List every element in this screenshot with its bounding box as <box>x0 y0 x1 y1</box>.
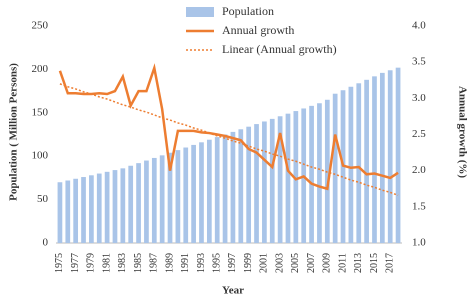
bar <box>317 103 322 243</box>
bar <box>191 144 196 243</box>
y2-tick-label: 4.0 <box>412 20 426 32</box>
bar <box>364 79 369 243</box>
x-tick-label: 1991 <box>180 253 191 273</box>
growth-line <box>58 63 399 191</box>
bar <box>269 118 275 243</box>
x-tick-label: 2013 <box>353 253 364 273</box>
bar <box>262 121 267 243</box>
bar <box>112 170 118 243</box>
bar <box>372 76 377 244</box>
bar <box>254 124 259 243</box>
bar <box>206 139 212 243</box>
y-tick-label: 200 <box>32 63 49 75</box>
y2-tick-label: 3.0 <box>412 92 426 104</box>
y2-axis-title: Annual growth (%) <box>456 86 468 178</box>
x-tick-label: 1987 <box>149 253 160 273</box>
bar <box>104 171 110 243</box>
legend-label: Population <box>222 4 274 18</box>
bar <box>136 163 141 243</box>
bar <box>183 147 189 243</box>
bar <box>277 116 283 243</box>
bar <box>356 83 362 244</box>
bar <box>57 182 63 243</box>
bar <box>348 86 354 243</box>
x-tick-label: 2009 <box>322 253 333 273</box>
y-tick-label: 0 <box>43 237 49 249</box>
x-tick-label: 2015 <box>369 253 380 273</box>
y2-tick-label: 1.5 <box>412 200 426 212</box>
bar <box>387 70 393 243</box>
y2-tick-label: 2.0 <box>412 164 426 176</box>
x-tick-label: 1993 <box>196 253 207 273</box>
bar <box>238 129 244 243</box>
x-tick-label: 1989 <box>164 253 175 273</box>
bar <box>81 177 86 243</box>
bar <box>151 157 157 243</box>
bar <box>379 72 385 243</box>
x-tick-label: 1979 <box>86 253 97 273</box>
x-tick-label: 1985 <box>133 253 144 273</box>
bar <box>73 178 79 243</box>
bar <box>214 137 220 243</box>
x-tick-label: 2005 <box>290 253 301 273</box>
x-axis-title: Year <box>222 285 244 297</box>
bar <box>230 131 236 243</box>
bar <box>395 67 401 243</box>
trend-line <box>59 83 399 196</box>
y-tick-label: 100 <box>32 150 49 162</box>
bar <box>96 173 102 243</box>
bar <box>285 113 291 243</box>
bar <box>199 142 204 243</box>
bar <box>120 168 126 243</box>
y-tick-label: 150 <box>32 106 49 118</box>
y-axis-title: Population ( Million Persons) <box>8 63 20 201</box>
bar <box>89 175 94 243</box>
x-tick-label: 1981 <box>101 253 112 273</box>
x-tick-label: 1999 <box>243 253 254 273</box>
x-tick-label: 1975 <box>54 253 65 273</box>
x-tick-label: 1995 <box>212 253 223 273</box>
bar <box>167 152 173 243</box>
x-tick-label: 1997 <box>227 253 238 273</box>
legend-swatch <box>186 7 214 17</box>
bar <box>246 126 252 243</box>
x-tick-label: 1977 <box>70 253 81 273</box>
x-tick-label: 2017 <box>385 253 396 273</box>
legend-label: Linear (Annual growth) <box>222 42 337 56</box>
bar <box>65 180 71 243</box>
bar <box>144 160 149 243</box>
y2-tick-label: 2.5 <box>412 128 426 140</box>
legend-label: Annual growth <box>222 23 294 37</box>
x-tick-label: 1983 <box>117 253 128 273</box>
bar <box>128 165 134 243</box>
bar <box>159 155 165 243</box>
bar <box>175 150 181 243</box>
y-tick-label: 50 <box>37 193 49 205</box>
y2-tick-label: 1.0 <box>412 237 426 249</box>
bar <box>309 105 314 243</box>
x-tick-label: 2003 <box>274 253 285 273</box>
bar <box>293 111 299 244</box>
x-tick-label: 2001 <box>259 253 270 273</box>
x-tick-label: 2011 <box>337 253 348 273</box>
y-tick-label: 250 <box>32 20 49 32</box>
bar <box>332 93 338 243</box>
y2-tick-label: 3.5 <box>412 56 426 68</box>
bar <box>222 134 228 243</box>
x-tick-label: 2007 <box>306 253 317 273</box>
